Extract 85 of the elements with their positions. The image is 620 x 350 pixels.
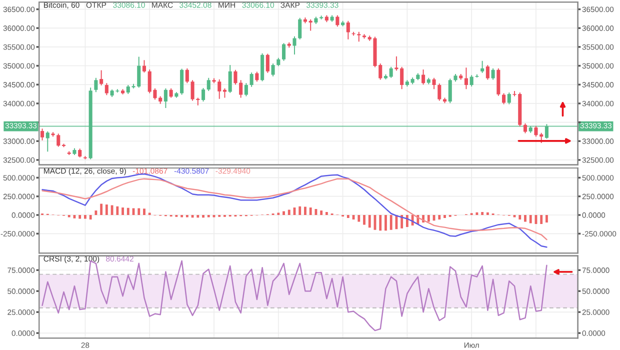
bar [105,204,108,215]
bar [476,212,478,215]
bar [524,215,526,222]
bar [94,210,98,215]
bar [122,208,124,215]
bar [390,215,392,230]
candlestick [470,74,474,87]
bar [438,215,441,220]
candlestick [46,130,50,152]
bar [309,208,312,215]
bar [518,215,522,220]
candlestick [346,20,350,40]
bar [126,208,130,215]
bar [84,215,86,219]
candlestick [169,88,173,98]
bar [325,212,328,215]
bar [89,215,92,220]
candlestick [234,69,238,86]
candlestick [180,68,184,96]
candlestick [56,133,60,148]
candlestick [308,18,312,32]
candlestick [486,64,490,80]
bar [400,215,404,228]
candlestick [100,70,104,86]
candlestick [185,68,189,84]
candlestick [222,88,227,98]
candlestick [218,78,222,100]
bar [78,215,82,219]
candlestick [206,77,210,92]
candlestick [422,69,426,86]
bar [363,215,366,225]
candlestick [507,92,511,105]
candlestick [282,42,286,62]
line-series [42,178,548,240]
candlestick [142,60,146,74]
bar [288,210,290,215]
candlestick [400,66,404,90]
bar [202,215,204,218]
candlestick [164,88,168,108]
candlestick [266,53,270,74]
candlestick [244,82,248,97]
bar [138,208,140,215]
candlestick [389,66,393,78]
candlestick [464,67,468,90]
bar [282,211,285,215]
candlestick [394,56,398,72]
candlestick [202,88,206,102]
bar [358,215,360,222]
candlestick [432,77,436,90]
candlestick [255,71,259,82]
bar [481,212,484,215]
candlestick [336,14,340,28]
candlestick [357,31,361,42]
candlestick [228,64,232,94]
candlestick [448,78,452,104]
bar [143,208,146,215]
candlestick [271,63,275,77]
bar [427,215,430,222]
bar [100,204,103,215]
bar [546,215,548,223]
candlestick [298,17,302,40]
candlestick [502,92,506,105]
bar [529,215,532,224]
bar [444,215,446,218]
candlestick [491,68,495,80]
bar [379,215,382,231]
bar [368,215,371,228]
bar [384,215,387,231]
bar [196,215,200,218]
candlestick [250,72,254,88]
bar [304,206,306,215]
bar [320,210,323,215]
candlestick [40,128,44,141]
bar [540,215,543,224]
bar [486,212,489,215]
candlestick [523,122,528,134]
candlestick [94,77,98,93]
bar [346,215,350,218]
candlestick [104,82,108,96]
bar [116,206,119,215]
candlestick [239,80,243,98]
candlestick [292,36,296,55]
bar [298,206,302,215]
candlestick [438,82,442,102]
candlestick [480,60,484,74]
